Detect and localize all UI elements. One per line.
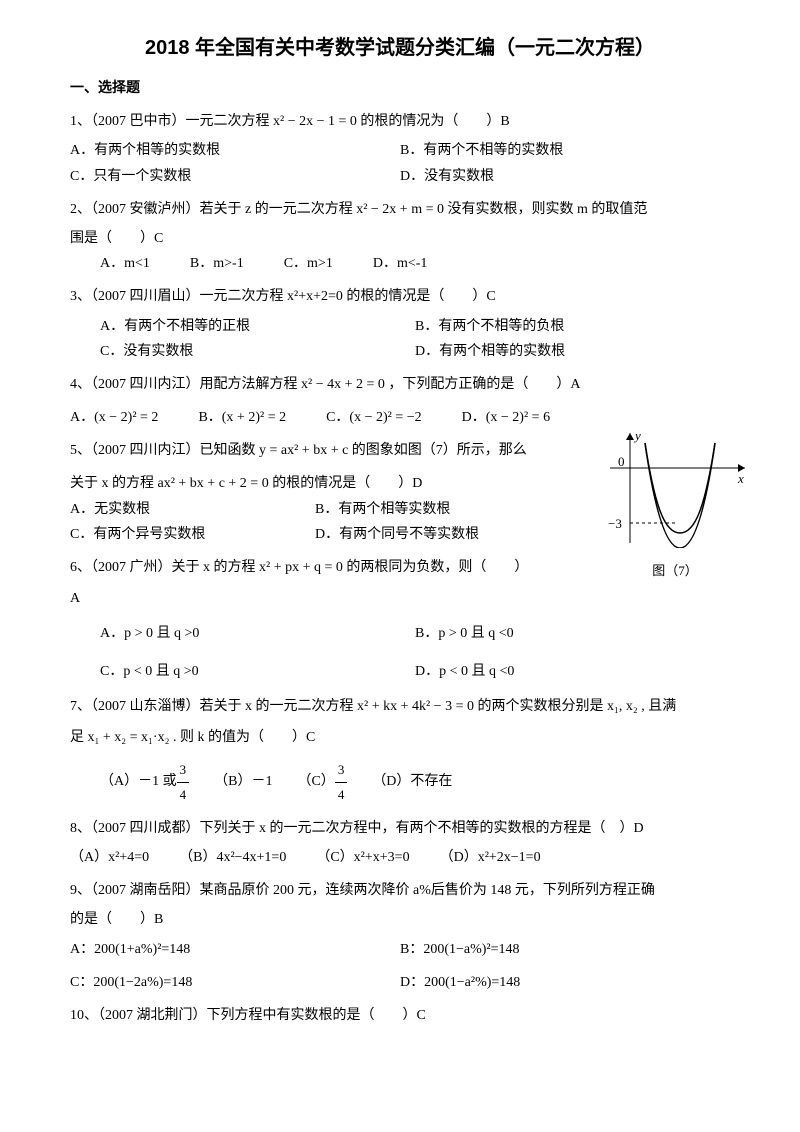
q4-option-d: D．(x − 2)² = 6 (462, 405, 550, 430)
q1-option-c: C．只有一个实数根 (70, 164, 400, 189)
q9-text2: 的是（ ）B (70, 907, 730, 932)
question-3: 3、（2007 四川眉山）一元二次方程 x²+x+2=0 的根的情况是（ ）C … (70, 284, 730, 364)
q7-text2: 足 x₁ + x₂ = x₁·x₂ . 则 k 的值为（ ）C (70, 725, 730, 750)
q6-text: 6、（2007 广州）关于 x 的方程 x² + px + q = 0 的两根同… (70, 555, 730, 580)
q9-text: 9、（2007 湖南岳阳）某商品原价 200 元，连续两次降价 a%后售价为 1… (70, 878, 730, 903)
q5-option-b: B．有两个相等实数根 (315, 497, 560, 522)
q8-option-c: （C）x²+x+3=0 (316, 845, 409, 870)
q1-option-d: D．没有实数根 (400, 164, 730, 189)
q1-option-b: B．有两个不相等的实数根 (400, 138, 730, 163)
section-heading: 一、选择题 (70, 76, 730, 101)
q2-option-a: A．m<1 (100, 251, 150, 276)
q6-option-c: C．p < 0 且 q >0 (100, 659, 415, 684)
parabola-graph: y x 0 −3 图（7） (600, 428, 750, 558)
q4-text: 4、（2007 四川内江）用配方法解方程 x² − 4x + 2 = 0 ，下列… (70, 372, 730, 397)
origin-label: 0 (618, 454, 625, 469)
q3-text: 3、（2007 四川眉山）一元二次方程 x²+x+2=0 的根的情况是（ ）C (70, 284, 730, 309)
q7-option-c: （C）34 (297, 758, 347, 806)
q8-option-a: （A）x²+4=0 (70, 845, 149, 870)
question-8: 8、（2007 四川成都）下列关于 x 的一元二次方程中，有两个不相等的实数根的… (70, 816, 730, 870)
q9-option-b: B：200(1−a%)²=148 (400, 937, 730, 962)
document-title: 2018 年全国有关中考数学试题分类汇编（一元二次方程） (70, 30, 730, 66)
q4-option-a: A．(x − 2)² = 2 (70, 405, 158, 430)
question-1: 1、（2007 巴中市）一元二次方程 x² − 2x − 1 = 0 的根的情况… (70, 109, 730, 189)
q2-option-b: B．m>-1 (190, 251, 244, 276)
q7-option-b: （B）－1 (214, 769, 272, 794)
q2-text2: 围是（ ）C (70, 226, 730, 251)
question-10: 10、（2007 湖北荆门）下列方程中有实数根的是（ ）C (70, 1003, 730, 1028)
question-7: 7、（2007 山东淄博）若关于 x 的一元二次方程 x² + kx + 4k²… (70, 694, 730, 806)
y-axis-label: y (633, 428, 641, 443)
q7-option-a: （A）－1 或34 (100, 758, 189, 806)
q9-option-a: A：200(1+a%)²=148 (70, 937, 400, 962)
q5-text: 5、（2007 四川内江）已知函数 y = ax² + bx + c 的图象如图… (70, 438, 560, 463)
q6-option-d: D．p < 0 且 q <0 (415, 659, 730, 684)
q2-option-c: C．m>1 (284, 251, 333, 276)
q7-text: 7、（2007 山东淄博）若关于 x 的一元二次方程 x² + kx + 4k²… (70, 694, 730, 719)
q6-option-a: A．p > 0 且 q >0 (100, 621, 415, 646)
x-axis-label: x (737, 471, 744, 486)
q6-answer: A (70, 586, 730, 611)
q4-option-c: C．(x − 2)² = −2 (326, 405, 422, 430)
q6-option-b: B．p > 0 且 q <0 (415, 621, 730, 646)
q8-option-b: （B）4x²−4x+1=0 (179, 845, 286, 870)
question-5: 5、（2007 四川内江）已知函数 y = ax² + bx + c 的图象如图… (70, 438, 730, 547)
q8-option-d: （D）x²+2x−1=0 (440, 845, 541, 870)
q4-option-b: B．(x + 2)² = 2 (198, 405, 286, 430)
question-9: 9、（2007 湖南岳阳）某商品原价 200 元，连续两次降价 a%后售价为 1… (70, 878, 730, 995)
question-6: 6、（2007 广州）关于 x 的方程 x² + px + q = 0 的两根同… (70, 555, 730, 684)
q5-option-a: A．无实数根 (70, 497, 315, 522)
q5-option-d: D．有两个同号不等实数根 (315, 522, 560, 547)
q3-option-a: A．有两个不相等的正根 (100, 314, 415, 339)
q9-option-c: C：200(1−2a%)=148 (70, 970, 400, 995)
q3-option-d: D．有两个相等的实数根 (415, 339, 730, 364)
q9-option-d: D：200(1−a²%)=148 (400, 970, 730, 995)
q5-option-c: C．有两个异号实数根 (70, 522, 315, 547)
q3-option-b: B．有两个不相等的负根 (415, 314, 730, 339)
q3-option-c: C．没有实数根 (100, 339, 415, 364)
question-4: 4、（2007 四川内江）用配方法解方程 x² − 4x + 2 = 0 ，下列… (70, 372, 730, 430)
q1-option-a: A．有两个相等的实数根 (70, 138, 400, 163)
q5-text2: 关于 x 的方程 ax² + bx + c + 2 = 0 的根的情况是（ ）D (70, 471, 560, 496)
q7-option-d: （D）不存在 (372, 769, 452, 794)
q2-option-d: D．m<-1 (373, 251, 428, 276)
q2-text: 2、（2007 安徽泸州）若关于 z 的一元二次方程 x² − 2x + m =… (70, 197, 730, 222)
question-2: 2、（2007 安徽泸州）若关于 z 的一元二次方程 x² − 2x + m =… (70, 197, 730, 277)
q1-text: 1、（2007 巴中市）一元二次方程 x² − 2x − 1 = 0 的根的情况… (70, 109, 730, 134)
q10-text: 10、（2007 湖北荆门）下列方程中有实数根的是（ ）C (70, 1003, 730, 1028)
neg3-label: −3 (608, 516, 622, 531)
q8-text: 8、（2007 四川成都）下列关于 x 的一元二次方程中，有两个不相等的实数根的… (70, 816, 730, 841)
